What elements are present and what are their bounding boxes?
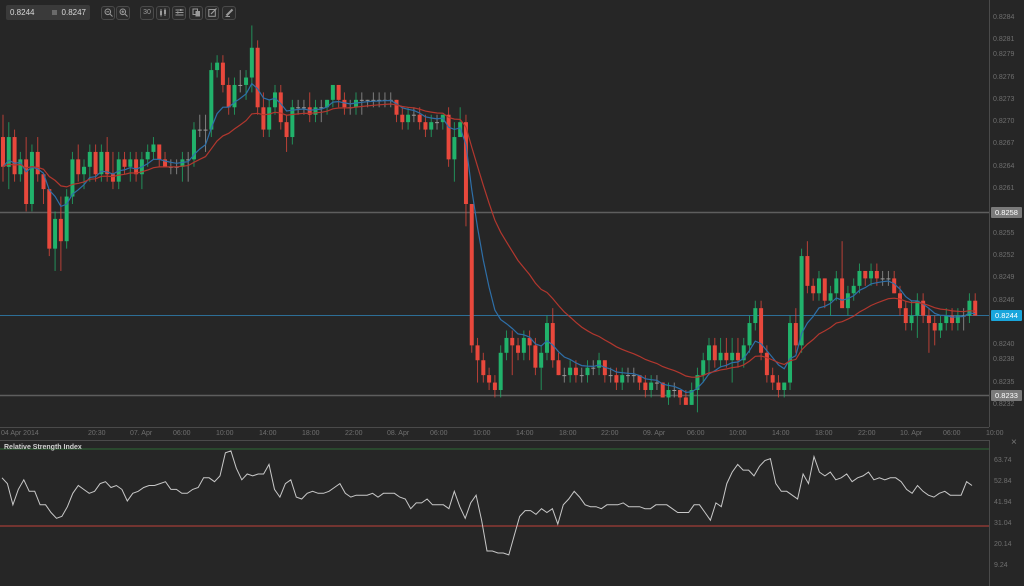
current-price-tag: 0.8244 [991,310,1022,321]
templates-button[interactable] [189,6,203,20]
zoom-out-button[interactable] [101,6,115,20]
copy-icon [190,8,202,17]
time-tick-label: 06:00 [430,430,448,437]
ask-price: 0.8247 [61,8,86,17]
timeframe-icon: 30 [143,9,151,16]
indicators-button[interactable] [172,6,186,20]
zoom-out-icon [102,8,114,17]
price-tick-label: 0.8246 [993,296,1015,304]
price-tick-label: 0.8249 [993,274,1015,282]
time-tick-label: 22:00 [858,430,876,437]
time-tick-label: 06:00 [173,430,191,437]
chart-type-button[interactable] [156,6,170,20]
price-tick-label: 0.8270 [993,118,1015,126]
time-tick-label: 06:00 [687,430,705,437]
price-tick-label: 0.8281 [993,36,1015,44]
price-tick-label: 0.8235 [993,378,1015,386]
price-tick-label: 0.8238 [993,356,1015,364]
time-tick-label: 07. Apr [130,430,153,437]
price-tick-label: 0.8276 [993,73,1015,81]
time-tick-label: 10:00 [216,430,234,437]
time-tick-label: 18:00 [559,430,577,437]
rsi-title: Relative Strength Index [4,444,82,451]
rsi-tick-label: 52.84 [994,478,1012,485]
rsi-tick-label: 41.94 [994,499,1012,506]
rsi-tick-label: 31.04 [994,520,1012,527]
time-tick-label: 14:00 [772,430,790,437]
time-tick-label: 08. Apr [387,430,410,437]
price-tick-label: 0.8267 [993,140,1015,148]
rsi-tick-label: 20.14 [994,541,1012,548]
close-rsi-icon[interactable]: × [1011,437,1017,448]
fast-ma-line [2,82,976,394]
price-tick-label: 0.8279 [993,51,1015,59]
time-tick-label: 22:00 [601,430,619,437]
price-tick-label: 0.8264 [993,162,1015,170]
time-tick-label: 04 Apr 2014 [1,430,39,437]
rsi-tick-label: 9.24 [994,562,1008,569]
price-tick-label: 0.8261 [993,185,1015,193]
time-tick-label: 06:00 [943,430,961,437]
slow-ma-line [2,103,976,378]
pen-icon [223,8,235,17]
sliders-icon [173,8,185,17]
price-tick-label: 0.8252 [993,252,1015,260]
price-tick-label: 0.8273 [993,95,1015,103]
spread-indicator [52,10,57,15]
bid-price: 0.8244 [10,8,35,17]
price-tick-label: 0.8240 [993,341,1015,349]
zoom-in-icon [117,8,129,17]
time-tick-label: 10. Apr [900,430,923,437]
quote-box[interactable]: 0.8244 0.8247 [6,5,90,20]
edit-button[interactable] [205,6,219,20]
time-tick-label: 10:00 [986,430,1004,437]
price-tick-label: 0.8255 [993,229,1015,237]
draw-button[interactable] [222,6,236,20]
time-tick-label: 18:00 [815,430,833,437]
price-tick-label: 0.8284 [993,14,1015,21]
time-tick-label: 14:00 [516,430,534,437]
time-tick-label: 18:00 [302,430,320,437]
rsi-line [1,450,973,556]
time-tick-label: 20:30 [88,430,106,437]
candlestick-icon [157,8,169,17]
candles [1,25,978,413]
level-price-tag: 0.8258 [991,207,1022,218]
time-tick-label: 22:00 [345,430,363,437]
price-tick-label: 0.8232 [993,400,1015,408]
zoom-in-button[interactable] [116,6,130,20]
level-price-tag: 0.8233 [991,390,1022,401]
rsi-tick-label: 63.74 [994,457,1012,464]
edit-icon [206,8,218,17]
timeframe-button[interactable]: 30 [140,6,154,20]
chart-toolbar: 0.8244 0.8247 30 [0,0,989,28]
time-tick-label: 14:00 [259,430,277,437]
time-tick-label: 10:00 [473,430,491,437]
time-tick-label: 09. Apr [643,430,666,437]
time-tick-label: 10:00 [729,430,747,437]
